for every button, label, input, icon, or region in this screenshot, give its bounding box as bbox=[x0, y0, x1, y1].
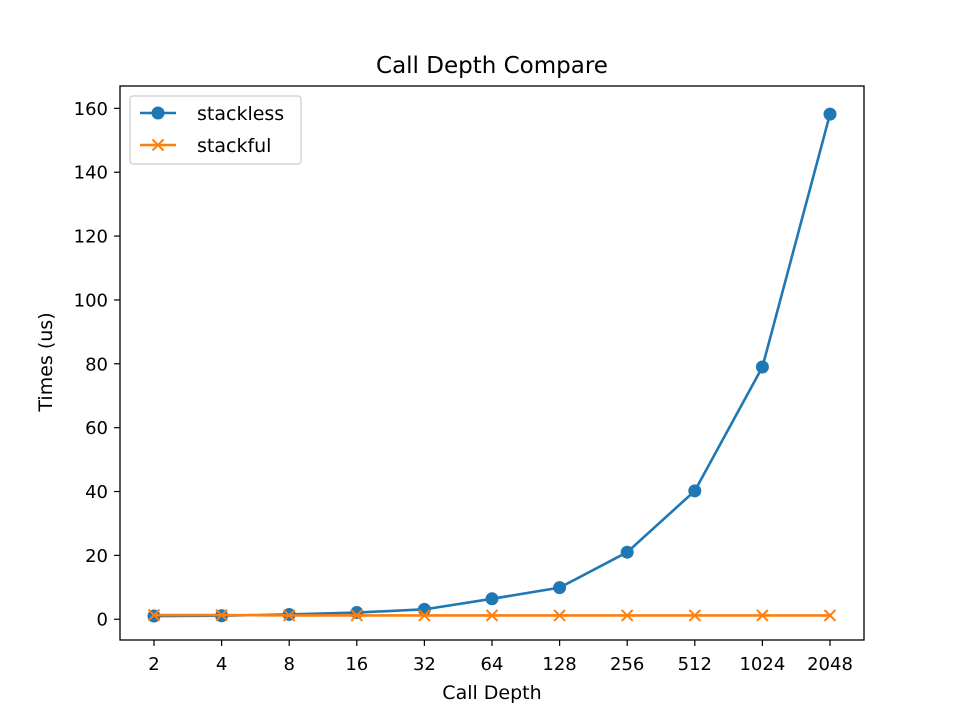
x-tick-label-64: 64 bbox=[481, 654, 504, 675]
marker-stroke bbox=[553, 609, 566, 622]
legend-label-stackful: stackful bbox=[197, 135, 271, 157]
marker-stroke bbox=[620, 609, 634, 622]
data-point-stackless-32 bbox=[417, 602, 431, 616]
data-point-stackful-16 bbox=[350, 609, 364, 622]
y-tick-label-60: 60 bbox=[85, 418, 108, 439]
data-point-stackful-2 bbox=[147, 608, 161, 622]
data-point-stackful-512 bbox=[688, 609, 702, 622]
x-tick-label-2: 2 bbox=[148, 654, 159, 675]
data-point-stackless-64 bbox=[485, 592, 499, 606]
x-tick-label-32: 32 bbox=[413, 654, 436, 675]
data-point-stackless-1024 bbox=[755, 360, 769, 374]
x-tick-label-16: 16 bbox=[345, 654, 368, 675]
legend-entry-stackful: stackful bbox=[140, 135, 271, 157]
x-tick-label-128: 128 bbox=[542, 654, 576, 675]
marker-stroke bbox=[282, 609, 296, 622]
data-point-stackless-128 bbox=[553, 581, 567, 595]
marker-stroke bbox=[756, 609, 769, 622]
y-tick-label-40: 40 bbox=[85, 482, 108, 503]
data-point-stackless-256 bbox=[620, 545, 634, 559]
y-tick-label-140: 140 bbox=[74, 163, 108, 184]
y-tick-label-120: 120 bbox=[74, 227, 108, 248]
marker-stroke bbox=[215, 608, 228, 622]
data-point-stackful-8 bbox=[282, 609, 296, 622]
y-axis-title: Times (us) bbox=[35, 312, 57, 412]
data-point-stackful-128 bbox=[553, 609, 566, 622]
x-axis-title: Call Depth bbox=[442, 682, 541, 704]
marker-stroke bbox=[147, 608, 161, 622]
marker-stroke bbox=[688, 609, 702, 622]
y-tick-label-160: 160 bbox=[74, 99, 108, 120]
y-tick-label-100: 100 bbox=[74, 290, 108, 311]
data-point-stackless-2048 bbox=[823, 107, 837, 121]
x-tick-label-2048: 2048 bbox=[807, 654, 853, 675]
x-tick-label-4: 4 bbox=[216, 654, 227, 675]
data-point-stackless-16 bbox=[350, 606, 364, 620]
plot-area: 2 4 8 16 32 64 128 256 512 1024 2048 0 20 40 60 80 100 12… bbox=[74, 85, 865, 675]
data-point-stackful-256 bbox=[620, 609, 634, 622]
y-tick-label-80: 80 bbox=[85, 354, 108, 375]
y-tick-label-20: 20 bbox=[85, 546, 108, 567]
y-tick-label-0: 0 bbox=[97, 610, 108, 631]
marker-stroke bbox=[418, 609, 431, 622]
marker-stroke bbox=[823, 609, 837, 622]
x-tick-label-1024: 1024 bbox=[739, 654, 785, 675]
legend-entry-stackless: stackless bbox=[140, 103, 284, 125]
data-point-stackful-4 bbox=[215, 608, 228, 622]
x-tick-label-8: 8 bbox=[283, 654, 294, 675]
legend-marker bbox=[151, 106, 165, 120]
legend-label-stackless: stackless bbox=[197, 103, 284, 125]
marker-stroke bbox=[350, 609, 364, 622]
data-point-stackful-32 bbox=[418, 609, 431, 622]
marker-stroke bbox=[485, 609, 499, 622]
x-tick-label-256: 256 bbox=[610, 654, 644, 675]
data-point-stackful-64 bbox=[485, 609, 499, 622]
data-point-stackless-512 bbox=[688, 484, 702, 498]
chart-title: Call Depth Compare bbox=[376, 53, 608, 79]
legend: stackless stackful bbox=[129, 95, 302, 165]
data-point-stackful-2048 bbox=[823, 609, 837, 622]
legend-marker bbox=[151, 138, 165, 152]
data-point-stackful-1024 bbox=[756, 609, 769, 622]
x-tick-label-512: 512 bbox=[678, 654, 712, 675]
